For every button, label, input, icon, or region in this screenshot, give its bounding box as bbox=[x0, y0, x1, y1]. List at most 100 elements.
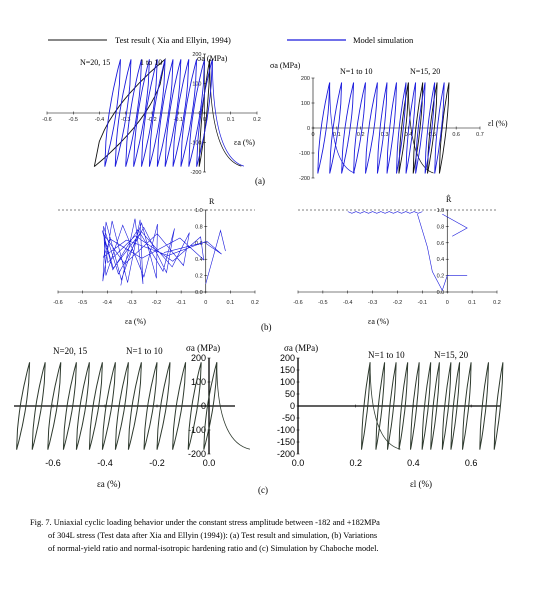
y-tick-label: 100 bbox=[301, 101, 310, 107]
chart-b-right: -0.6 -0.5 -0.4 -0.3 -0.2 -0.1 0 0.1 0.2 1.0 0.8 0.6… bbox=[293, 193, 501, 326]
chaboche-loop bbox=[450, 362, 461, 450]
x-tick-label: 0.5 bbox=[428, 132, 436, 138]
x-tick-label: 0 bbox=[311, 132, 314, 138]
chart-c-right-xlabel: εl (%) bbox=[410, 479, 432, 489]
y-tick-label: -50 bbox=[282, 413, 295, 423]
x-tick-label: 0.0 bbox=[292, 458, 305, 468]
chart-a-right-annotation-1: N=1 to 10 bbox=[340, 67, 373, 76]
chart-a-right-xlabel: εl (%) bbox=[488, 119, 508, 128]
chaboche-loop bbox=[172, 362, 187, 450]
y-tick-label: 0.4 bbox=[437, 257, 445, 263]
chart-c-left-xlabel: εa (%) bbox=[97, 479, 121, 489]
model-loop bbox=[376, 82, 388, 174]
y-tick-label: 0 bbox=[290, 401, 295, 411]
model-loop bbox=[329, 82, 343, 174]
test-initial-curve bbox=[408, 82, 434, 174]
chaboche-loop bbox=[16, 362, 31, 450]
chaboche-loop bbox=[101, 362, 116, 450]
panel-label-c: (c) bbox=[258, 485, 268, 495]
y-tick-label: -100 bbox=[188, 425, 206, 435]
y-tick-label: -200 bbox=[188, 449, 206, 459]
model-loop bbox=[341, 82, 355, 174]
y-tick-label: 200 bbox=[191, 353, 206, 363]
chart-b-right-ylabel: R̂ bbox=[446, 193, 452, 204]
x-tick-label: -0.5 bbox=[69, 117, 78, 123]
chart-c-left-annotation-2: N=1 to 10 bbox=[126, 346, 163, 356]
y-tick-label: -150 bbox=[277, 437, 295, 447]
model-loop bbox=[156, 59, 174, 167]
x-tick-label: 0.0 bbox=[203, 458, 216, 468]
chart-a-left-annotation-1: N=20, 15 bbox=[80, 58, 110, 67]
chart-b-left-xlabel: εa (%) bbox=[125, 317, 146, 326]
model-loop bbox=[396, 82, 407, 174]
y-tick-label: 200 bbox=[301, 76, 310, 82]
chaboche-loop bbox=[62, 362, 77, 450]
model-loop bbox=[405, 82, 417, 174]
x-tick-label: 0.1 bbox=[468, 300, 476, 306]
test-loop bbox=[427, 82, 438, 174]
chaboche-loop bbox=[88, 362, 103, 450]
x-tick-label: 0.4 bbox=[407, 458, 420, 468]
x-tick-label: 0.1 bbox=[227, 117, 235, 123]
model-loop bbox=[172, 59, 190, 167]
y-tick-label: 0 bbox=[201, 401, 206, 411]
x-tick-label: 0.1 bbox=[227, 300, 235, 306]
model-loop bbox=[353, 82, 366, 174]
x-tick-label: -0.2 bbox=[152, 300, 161, 306]
chaboche-loop bbox=[462, 362, 472, 450]
x-tick-label: -0.4 bbox=[97, 458, 113, 468]
chart-a-right-ylabel: σa (MPa) bbox=[270, 61, 301, 70]
chaboche-loop bbox=[479, 362, 489, 450]
model-loop bbox=[133, 59, 150, 167]
model-loop bbox=[365, 82, 378, 174]
model-loop bbox=[180, 59, 198, 167]
test-loop bbox=[438, 82, 450, 174]
model-initial-curve bbox=[329, 82, 355, 174]
model-loop bbox=[188, 59, 205, 167]
model-loop bbox=[141, 59, 158, 167]
model-loop bbox=[164, 59, 182, 167]
model-loop bbox=[114, 59, 132, 167]
chart-c-left-ylabel: σa (MPa) bbox=[186, 343, 220, 353]
chaboche-loop bbox=[187, 362, 202, 450]
y-tick-label: 0.8 bbox=[195, 224, 203, 230]
y-tick-label: 0.6 bbox=[437, 241, 445, 247]
caption-line-3: of normal-yield ratio and normal-isotrop… bbox=[48, 544, 379, 553]
y-tick-label: 0 bbox=[307, 126, 310, 132]
x-tick-label: 0.6 bbox=[465, 458, 478, 468]
x-tick-label: 0.2 bbox=[349, 458, 362, 468]
figure-caption: Fig. 7. Uniaxial cyclic loading behavior… bbox=[30, 516, 520, 555]
y-tick-label: 0.8 bbox=[437, 224, 445, 230]
x-tick-label: -0.6 bbox=[42, 117, 51, 123]
x-tick-label: -0.1 bbox=[418, 300, 427, 306]
y-tick-label: 0.4 bbox=[195, 257, 203, 263]
chart-a-left: -0.6 -0.5 -0.4 -0.3 -0.2 -0.1 0 0.1 0.22001000-1… bbox=[42, 52, 261, 176]
chaboche-loop bbox=[375, 362, 386, 450]
chart-c-right-annotation-2: N=15, 20 bbox=[434, 350, 469, 360]
legend: Test result ( Xia and Ellyin, 1994) Mode… bbox=[48, 35, 414, 45]
x-tick-label: 0.2 bbox=[253, 117, 261, 123]
y-tick-label: -200 bbox=[190, 170, 201, 176]
chaboche-loop bbox=[156, 362, 171, 450]
chaboche-loop bbox=[410, 362, 420, 450]
chaboche-loop bbox=[430, 362, 440, 450]
chaboche-loop bbox=[31, 362, 46, 450]
ratio-curve bbox=[347, 211, 423, 214]
caption-line-2: of 304L stress (Test data after Xia and … bbox=[48, 531, 378, 540]
y-tick-label: 200 bbox=[280, 353, 295, 363]
panel-label-a: (a) bbox=[255, 176, 265, 186]
y-tick-label: 100 bbox=[192, 82, 201, 88]
chaboche-loop bbox=[143, 362, 158, 450]
x-tick-label: -0.5 bbox=[78, 300, 87, 306]
x-tick-label: -0.4 bbox=[103, 300, 112, 306]
chaboche-loop bbox=[441, 362, 452, 450]
chart-a-right-annotation-2: N=15, 20 bbox=[410, 67, 440, 76]
x-tick-label: 0.6 bbox=[452, 132, 460, 138]
y-tick-label: -100 bbox=[277, 425, 295, 435]
y-tick-label: 50 bbox=[285, 389, 295, 399]
model-loop bbox=[424, 82, 436, 174]
x-tick-label: 0.2 bbox=[493, 300, 501, 306]
chart-c-right-ylabel: σa (MPa) bbox=[284, 343, 318, 353]
x-tick-label: 0 bbox=[204, 300, 207, 306]
